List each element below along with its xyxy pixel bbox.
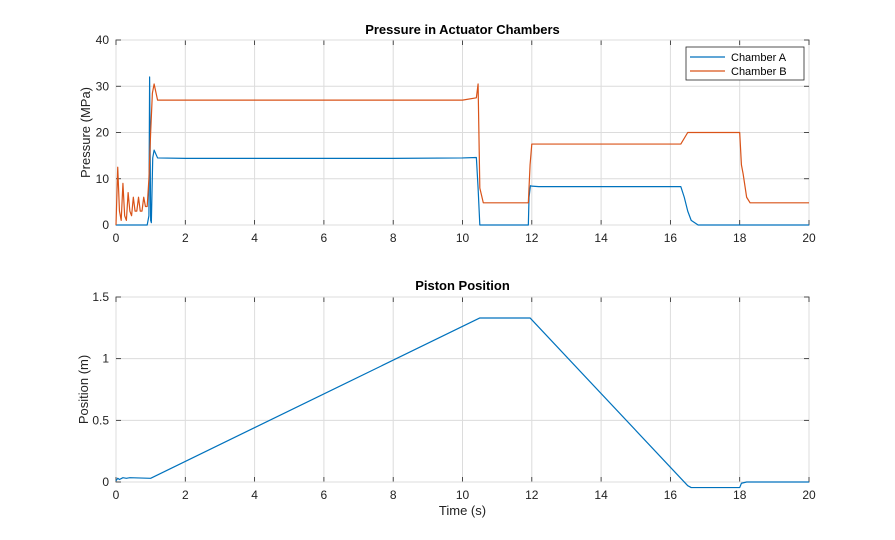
pressure-y-tick-label: 30 [96, 79, 110, 93]
pressure-y-tick-label: 20 [96, 126, 110, 140]
pressure-x-tick-label: 2 [182, 231, 189, 245]
pressure-x-tick-label: 12 [525, 231, 539, 245]
position-x-tick-label: 12 [525, 488, 539, 502]
pressure-y-tick-label: 0 [102, 218, 109, 232]
position-y-tick-label: 0.5 [92, 413, 109, 427]
pressure-grid [115, 39, 810, 226]
position-grid [115, 296, 810, 483]
position-y-tick-label: 0 [102, 475, 109, 489]
position-x-tick-label: 14 [594, 488, 608, 502]
series-line-position [115, 317, 809, 489]
position-y-tick-label: 1 [102, 352, 109, 366]
position-axes: 0 2 4 6 8 10 12 14 16 18 20 0 0.5 1 1.5 Piston Positio… [76, 278, 816, 518]
position-x-tick-label: 0 [113, 488, 120, 502]
position-x-tick-label: 6 [321, 488, 328, 502]
pressure-x-tick-label: 4 [251, 231, 258, 245]
pressure-chart-title: Pressure in Actuator Chambers [365, 22, 560, 37]
pressure-x-tick-label: 0 [113, 231, 120, 245]
pressure-y-tick-label: 40 [96, 33, 110, 47]
pressure-y-axis-label: Pressure (MPa) [78, 87, 93, 178]
position-x-tick-label: 18 [733, 488, 747, 502]
pressure-x-tick-label: 18 [733, 231, 747, 245]
pressure-legend: Chamber A Chamber B [685, 46, 805, 81]
legend-label-chamber-b: Chamber B [731, 66, 787, 78]
position-y-tick-label: 1.5 [92, 290, 109, 304]
position-x-tick-label: 16 [664, 488, 678, 502]
legend-box [685, 46, 805, 81]
pressure-y-tick-label: 10 [96, 172, 110, 186]
pressure-tick-labels: 0 2 4 6 8 10 12 14 16 18 20 0 10 20 30 40 [96, 33, 816, 245]
position-x-tick-label: 10 [456, 488, 470, 502]
pressure-x-tick-label: 8 [390, 231, 397, 245]
position-chart-title: Piston Position [415, 278, 510, 293]
series-line-chamber-a [116, 76, 809, 226]
pressure-axes: 0 2 4 6 8 10 12 14 16 18 20 0 10 20 30 40 Pressure in A… [78, 22, 816, 245]
series-line-chamber-b [115, 83, 809, 226]
pressure-x-tick-label: 16 [664, 231, 678, 245]
position-tick-labels: 0 2 4 6 8 10 12 14 16 18 20 0 0.5 1 1.5 [92, 290, 816, 502]
position-x-tick-label: 8 [390, 488, 397, 502]
position-x-tick-label: 20 [802, 488, 816, 502]
pressure-x-tick-label: 10 [456, 231, 470, 245]
position-x-tick-label: 2 [182, 488, 189, 502]
position-x-tick-label: 4 [251, 488, 258, 502]
pressure-series-lines [115, 76, 809, 226]
position-series-lines [115, 317, 809, 489]
pressure-x-tick-label: 20 [802, 231, 816, 245]
position-y-axis-label: Position (m) [76, 355, 91, 424]
legend-label-chamber-a: Chamber A [731, 52, 787, 64]
pressure-x-tick-label: 14 [594, 231, 608, 245]
position-x-axis-label: Time (s) [439, 503, 486, 518]
pressure-x-tick-label: 6 [321, 231, 328, 245]
